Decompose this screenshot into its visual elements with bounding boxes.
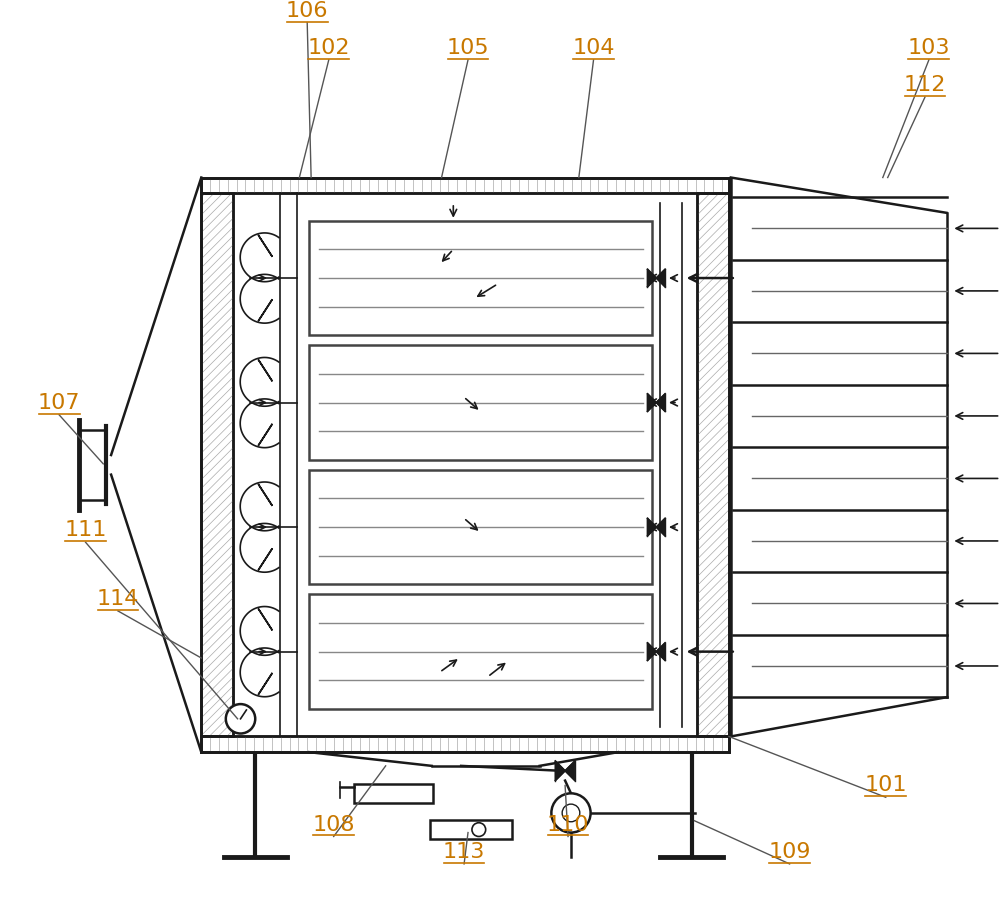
Polygon shape <box>555 761 565 781</box>
Text: 107: 107 <box>38 393 80 413</box>
Text: 105: 105 <box>447 38 489 58</box>
Bar <box>309 594 652 709</box>
Polygon shape <box>647 643 656 660</box>
Circle shape <box>226 704 255 733</box>
Text: 109: 109 <box>768 842 811 862</box>
Polygon shape <box>565 761 575 781</box>
Bar <box>201 736 729 752</box>
Text: 103: 103 <box>908 38 950 58</box>
Bar <box>354 783 433 804</box>
Text: 112: 112 <box>904 75 946 95</box>
Bar <box>201 178 729 193</box>
Polygon shape <box>656 643 665 660</box>
Circle shape <box>551 793 591 833</box>
Bar <box>697 193 729 736</box>
Text: 102: 102 <box>308 38 350 58</box>
Bar <box>201 193 233 736</box>
Bar <box>201 736 729 752</box>
Polygon shape <box>656 270 665 287</box>
Text: 113: 113 <box>443 842 485 862</box>
Text: 108: 108 <box>312 814 355 834</box>
Bar <box>201 178 729 193</box>
Text: 106: 106 <box>286 1 328 21</box>
Bar <box>309 220 652 335</box>
Text: 111: 111 <box>64 520 107 540</box>
Polygon shape <box>656 518 665 536</box>
Bar <box>309 470 652 585</box>
Polygon shape <box>656 394 665 412</box>
Circle shape <box>472 823 486 836</box>
Polygon shape <box>647 270 656 287</box>
Polygon shape <box>647 518 656 536</box>
Bar <box>430 820 512 839</box>
Bar <box>201 193 233 736</box>
Text: 101: 101 <box>864 775 907 795</box>
Circle shape <box>562 804 580 822</box>
Text: 110: 110 <box>547 814 589 834</box>
Bar <box>697 193 729 736</box>
Bar <box>79 429 106 500</box>
Text: 114: 114 <box>97 589 139 609</box>
Text: 104: 104 <box>572 38 615 58</box>
Bar <box>309 345 652 460</box>
Polygon shape <box>647 394 656 412</box>
